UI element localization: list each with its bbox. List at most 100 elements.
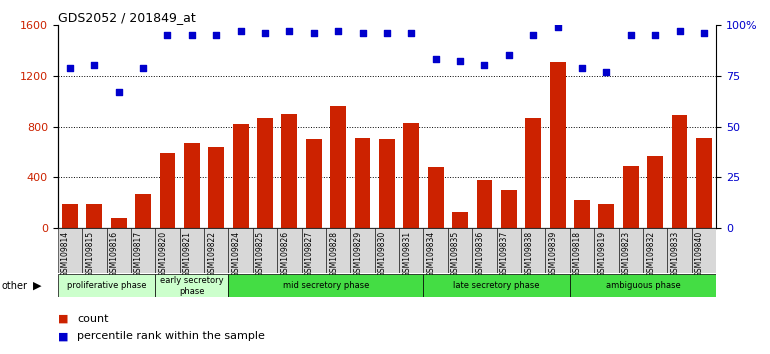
Text: GSM109836: GSM109836: [475, 230, 484, 277]
Point: [430, 57, 442, 62]
Bar: [229, 228, 253, 273]
Text: GSM109817: GSM109817: [134, 230, 143, 277]
Text: GSM109829: GSM109829: [353, 230, 363, 277]
Point: [64, 65, 76, 70]
Point: [380, 30, 393, 36]
Bar: [671, 115, 688, 228]
Text: GSM109840: GSM109840: [695, 230, 704, 277]
Point: [698, 30, 710, 36]
Bar: [282, 114, 297, 228]
Text: GSM109831: GSM109831: [402, 230, 411, 277]
Bar: [643, 228, 668, 273]
Point: [454, 58, 466, 64]
Text: ▶: ▶: [33, 281, 42, 291]
Bar: [574, 200, 590, 228]
Text: GSM109825: GSM109825: [256, 230, 265, 277]
Text: GSM109822: GSM109822: [207, 230, 216, 276]
Bar: [623, 166, 638, 228]
Point: [478, 63, 490, 68]
Bar: [696, 138, 711, 228]
Point: [88, 63, 100, 68]
Text: GSM109818: GSM109818: [573, 230, 582, 276]
Bar: [257, 118, 273, 228]
Bar: [375, 228, 399, 273]
Bar: [379, 139, 395, 228]
Bar: [253, 228, 277, 273]
Text: GSM109834: GSM109834: [427, 230, 436, 277]
Bar: [179, 228, 204, 273]
Text: ■: ■: [58, 314, 69, 324]
Point: [405, 30, 417, 36]
Text: GSM109832: GSM109832: [646, 230, 655, 277]
Bar: [229, 274, 424, 297]
Bar: [594, 228, 618, 273]
Bar: [472, 228, 497, 273]
Text: GSM109837: GSM109837: [500, 230, 509, 277]
Text: GSM109839: GSM109839: [548, 230, 557, 277]
Bar: [184, 143, 199, 228]
Bar: [648, 156, 663, 228]
Point: [601, 69, 613, 74]
Bar: [306, 139, 322, 228]
Bar: [448, 228, 472, 273]
Bar: [277, 228, 302, 273]
Bar: [525, 118, 541, 228]
Point: [503, 52, 515, 58]
Bar: [618, 228, 643, 273]
Point: [259, 30, 271, 36]
Bar: [570, 274, 716, 297]
Point: [137, 65, 149, 70]
Point: [673, 28, 685, 34]
Bar: [204, 228, 229, 273]
Bar: [209, 147, 224, 228]
Text: GSM109821: GSM109821: [182, 230, 192, 276]
Bar: [424, 228, 448, 273]
Bar: [82, 228, 106, 273]
Bar: [58, 228, 82, 273]
Point: [210, 32, 223, 38]
Point: [283, 28, 296, 34]
Point: [332, 28, 344, 34]
Text: mid secretory phase: mid secretory phase: [283, 281, 369, 290]
Text: GSM109820: GSM109820: [159, 230, 167, 277]
Text: GSM109838: GSM109838: [524, 230, 533, 277]
Point: [112, 89, 125, 95]
Point: [161, 32, 173, 38]
Bar: [598, 204, 614, 228]
Bar: [159, 153, 176, 228]
Text: GSM109833: GSM109833: [671, 230, 679, 277]
Bar: [501, 190, 517, 228]
Bar: [570, 228, 594, 273]
Text: GSM109815: GSM109815: [85, 230, 94, 277]
Bar: [497, 228, 521, 273]
Bar: [403, 123, 419, 228]
Bar: [326, 228, 350, 273]
Bar: [330, 106, 346, 228]
Text: GSM109827: GSM109827: [305, 230, 314, 277]
Bar: [355, 138, 370, 228]
Bar: [691, 228, 716, 273]
Point: [624, 32, 637, 38]
Point: [551, 24, 564, 30]
Bar: [424, 274, 570, 297]
Point: [527, 32, 539, 38]
Bar: [156, 228, 179, 273]
Text: proliferative phase: proliferative phase: [67, 281, 146, 290]
Text: ambiguous phase: ambiguous phase: [605, 281, 681, 290]
Bar: [62, 204, 78, 228]
Bar: [131, 228, 156, 273]
Text: GSM109814: GSM109814: [61, 230, 70, 277]
Bar: [302, 228, 326, 273]
Bar: [58, 274, 156, 297]
Bar: [521, 228, 545, 273]
Bar: [477, 180, 492, 228]
Bar: [428, 167, 444, 228]
Text: percentile rank within the sample: percentile rank within the sample: [77, 331, 265, 341]
Text: GDS2052 / 201849_at: GDS2052 / 201849_at: [58, 11, 196, 24]
Text: count: count: [77, 314, 109, 324]
Bar: [452, 212, 468, 228]
Point: [186, 32, 198, 38]
Bar: [86, 204, 102, 228]
Text: GSM109823: GSM109823: [621, 230, 631, 277]
Bar: [350, 228, 375, 273]
